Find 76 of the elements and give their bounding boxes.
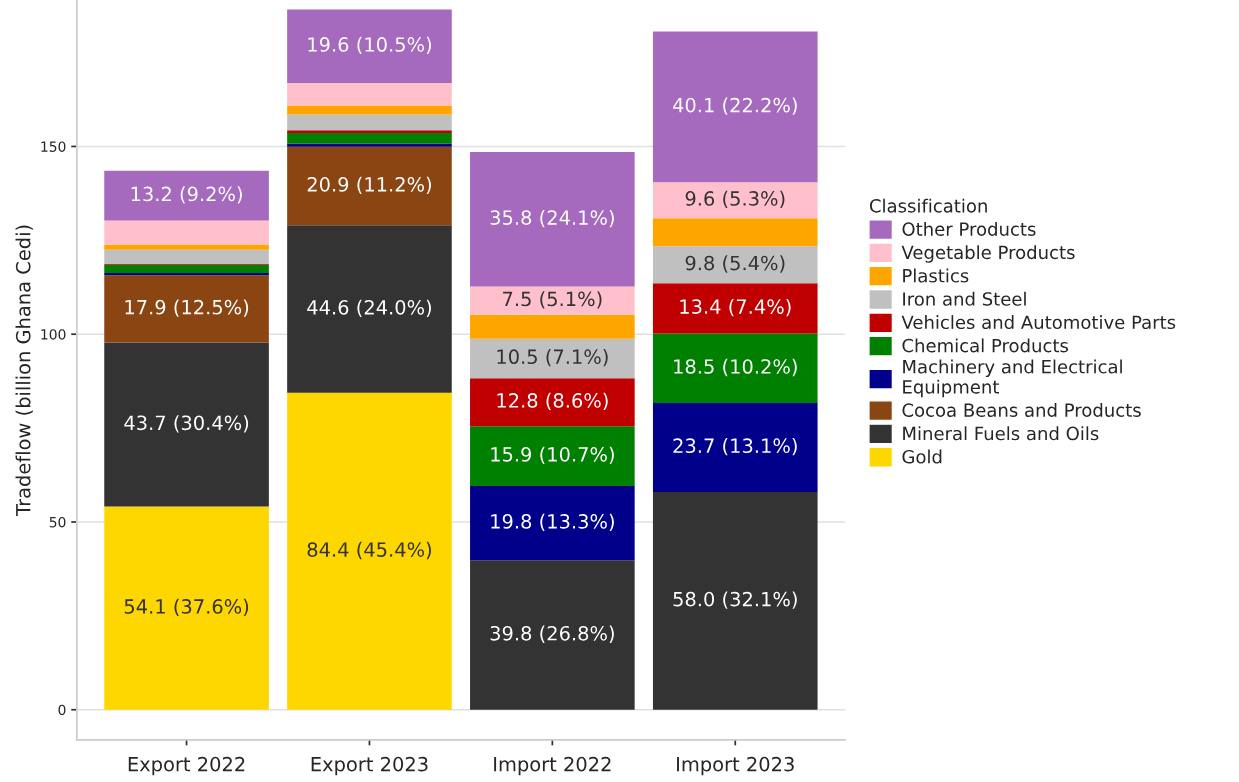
bar [287, 392, 452, 710]
data-label: 58.0 (32.1%) [673, 591, 797, 609]
bar [104, 275, 269, 343]
bar [652, 402, 818, 492]
bar [652, 218, 818, 247]
bar [287, 143, 452, 147]
data-label: 35.8 (24.1%) [490, 209, 614, 228]
data-label: 7.5 (5.1%) [503, 291, 602, 309]
data-label: 12.8 (8.6%) [497, 392, 608, 411]
bar [652, 31, 818, 183]
bar [470, 152, 635, 287]
data-label: 13.2 (9.2%) [131, 186, 242, 204]
y-tick-label: 100 [41, 329, 66, 340]
bar [652, 333, 818, 403]
legend-label: Vegetable Products [901, 245, 1075, 263]
data-label: 54.1 (37.6%) [124, 598, 249, 617]
data-label: 18.5 (10.2%) [674, 358, 797, 377]
bar [104, 506, 269, 710]
data-label: 23.7 (13.1%) [673, 438, 797, 456]
bar [287, 146, 452, 226]
bar [652, 491, 818, 710]
bar [470, 338, 635, 379]
bar [470, 314, 635, 339]
legend-label: Mineral Fuels and Oils [903, 426, 1099, 441]
legend-label: Plastics [903, 268, 969, 283]
y-tick-label: 0 [58, 704, 66, 716]
data-label: 39.8 (26.8%) [490, 625, 614, 643]
bar [104, 244, 269, 250]
legend-label: Machinery and Electrical Equipment [903, 359, 1122, 398]
bar [104, 220, 269, 245]
y-tick-label: 50 [49, 516, 66, 528]
legend-label: Iron and Steel [903, 291, 1026, 306]
bar [287, 114, 452, 131]
bar [470, 378, 635, 427]
bar [104, 249, 269, 264]
legend-label: Gold [902, 449, 942, 464]
bar [287, 225, 452, 393]
legend-label: Cocoa Beans and Products [902, 403, 1141, 417]
legend-title: Classification [869, 198, 987, 213]
data-label: 9.6 (5.3%) [685, 190, 785, 209]
bar [652, 283, 818, 334]
bar [470, 485, 635, 561]
bar [652, 246, 818, 284]
y-axis-title: Tradeflow (billion Ghana Cedi) [15, 225, 33, 516]
data-label: 43.7 (30.4%) [124, 415, 249, 433]
data-label: 20.9 (11.2%) [307, 176, 431, 194]
legend-label: Chemical Products [902, 338, 1069, 353]
bar [470, 560, 635, 710]
bar [287, 9, 452, 83]
bar [652, 182, 818, 219]
x-tick-label: Import 2023 [677, 756, 794, 776]
bar [104, 170, 269, 221]
data-label: 44.6 (24.0%) [307, 299, 431, 317]
bar [287, 105, 452, 115]
data-label: 9.8 (5.4%) [685, 255, 785, 273]
y-tick-label: 150 [41, 141, 66, 152]
bar [287, 82, 452, 106]
x-tick-label: Import 2022 [494, 756, 611, 776]
bar [470, 426, 635, 486]
bar [104, 342, 269, 507]
bar [104, 264, 269, 273]
data-label: 10.5 (7.1%) [497, 349, 608, 367]
x-tick-label: Export 2023 [311, 756, 428, 776]
data-label: 19.8 (13.3%) [491, 513, 614, 532]
data-label: 15.9 (10.7%) [491, 446, 614, 464]
bar [470, 286, 635, 315]
data-label: 84.4 (45.4%) [307, 541, 431, 560]
bar [287, 132, 452, 144]
bar [287, 130, 452, 133]
legend-label: Vehicles and Automotive Parts [901, 315, 1176, 330]
data-label: 17.9 (12.5%) [125, 299, 249, 317]
data-label: 40.1 (22.2%) [673, 97, 797, 115]
data-label: 13.4 (7.4%) [680, 298, 791, 317]
x-tick-label: Export 2022 [128, 756, 245, 776]
data-label: 19.6 (10.5%) [308, 36, 431, 55]
legend-label: Other Products [902, 221, 1036, 236]
